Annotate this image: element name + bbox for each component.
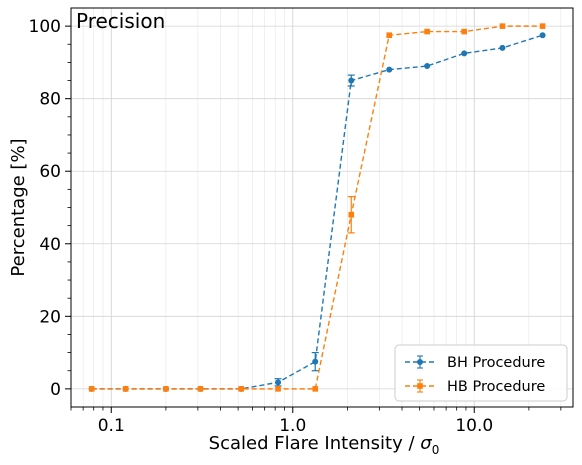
x-axis-label: Scaled Flare Intensity / σ0 [209, 433, 440, 457]
series-point [312, 386, 319, 392]
x-axis-label-text: Scaled Flare Intensity / [209, 433, 421, 454]
y-tick-label: 40 [39, 235, 61, 255]
chart-title: Precision [76, 9, 165, 33]
series-point [417, 359, 423, 365]
plot-frame [70, 7, 574, 408]
series-point [417, 383, 423, 389]
legend-label: HB Procedure [447, 379, 545, 395]
series-point [499, 23, 506, 29]
series-point [539, 23, 546, 29]
series-point [461, 28, 467, 35]
series-point [275, 379, 282, 386]
series-point [238, 386, 245, 392]
axis-ticks: 0 20 40 60 80 100 0.1 1.0 10.0 [29, 17, 562, 436]
legend: BH Procedure HB Procedure [394, 344, 568, 402]
series-point [386, 66, 393, 73]
x-tick-label: 0.1 [98, 416, 125, 436]
x-tick-label: 1.0 [279, 416, 306, 436]
y-tick-label: 100 [29, 17, 61, 37]
legend-item: HB Procedure [405, 379, 545, 395]
series-point [461, 50, 468, 57]
x-tick-label: 10.0 [455, 416, 493, 436]
y-tick-label: 80 [39, 90, 61, 110]
x-axis-label-subscript: 0 [432, 443, 440, 457]
y-tick-label: 20 [39, 307, 61, 327]
series-layer [88, 23, 546, 392]
y-tick-label: 0 [50, 380, 61, 400]
series-point [348, 77, 355, 84]
series-point [122, 386, 129, 392]
series-hb-procedure [88, 23, 546, 392]
x-axis-label-sigma: σ [420, 433, 432, 454]
series-point [499, 44, 506, 51]
y-axis-label: Percentage [%] [8, 138, 29, 276]
series-point [424, 28, 430, 35]
y-tick-label: 60 [39, 162, 61, 182]
series-point [275, 386, 281, 392]
legend-item: BH Procedure [405, 355, 545, 371]
series-point [197, 386, 204, 392]
series-point [348, 211, 355, 218]
series-point [539, 32, 546, 39]
series-point [424, 63, 431, 70]
legend-box [394, 344, 568, 402]
legend-label: BH Procedure [447, 355, 545, 371]
series-point [312, 358, 319, 365]
series-point [88, 386, 95, 392]
series-point [386, 32, 393, 39]
series-point [163, 386, 169, 392]
